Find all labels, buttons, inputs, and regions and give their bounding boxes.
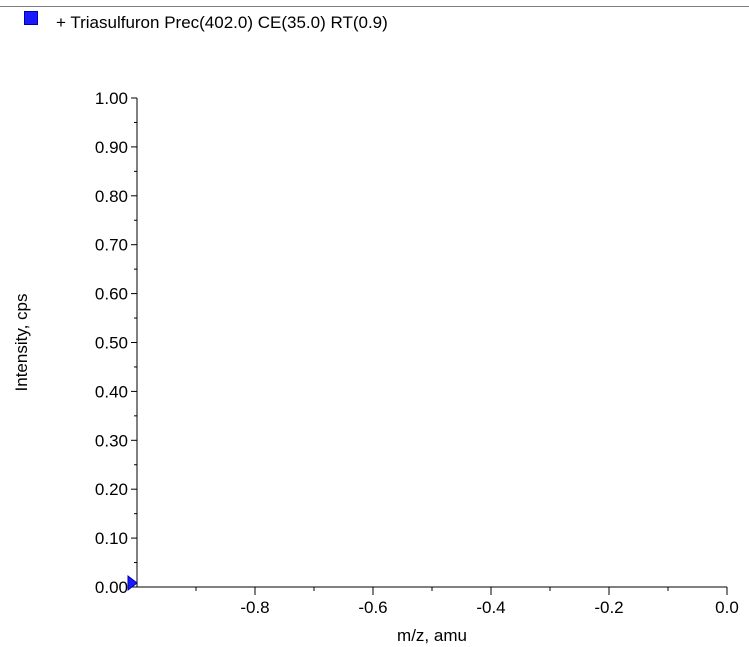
legend: + Triasulfuron Prec(402.0) CE(35.0) RT(0… <box>24 10 388 36</box>
y-tick-label: 0.50 <box>95 334 128 353</box>
chart-marks <box>127 574 138 592</box>
y-axis: 0.00 0.10 0.20 0.30 0.40 0.50 0.60 0.70 0.80 0.90… <box>95 89 138 597</box>
y-tick-label: 0.70 <box>95 236 128 255</box>
x-tick-label: -0.6 <box>358 598 387 617</box>
x-axis-label: m/z, amu <box>397 626 467 645</box>
x-tick-label: -0.8 <box>240 598 269 617</box>
y-tick-label: 0.40 <box>95 382 128 401</box>
y-tick-label: 0.10 <box>95 529 128 548</box>
y-tick-label: 1.00 <box>95 89 128 108</box>
frame-top-border <box>0 6 749 7</box>
y-tick-label: 0.90 <box>95 138 128 157</box>
y-tick-label: 0.20 <box>95 480 128 499</box>
x-tick-label: 0.0 <box>715 598 739 617</box>
baseline-marker-icon <box>127 574 138 592</box>
y-tick-label: 0.60 <box>95 285 128 304</box>
legend-swatch-icon <box>24 11 38 25</box>
x-tick-label: -0.2 <box>594 598 623 617</box>
x-axis: -0.8 -0.6 -0.4 -0.2 0.0 <box>137 586 739 617</box>
y-tick-label: 0.30 <box>95 431 128 450</box>
y-tick-label: 0.00 <box>95 578 128 597</box>
legend-label: + Triasulfuron Prec(402.0) CE(35.0) RT(0… <box>56 13 388 32</box>
y-tick-label: 0.80 <box>95 187 128 206</box>
y-axis-label: Intensity, cps <box>12 294 31 392</box>
x-tick-label: -0.4 <box>476 598 505 617</box>
